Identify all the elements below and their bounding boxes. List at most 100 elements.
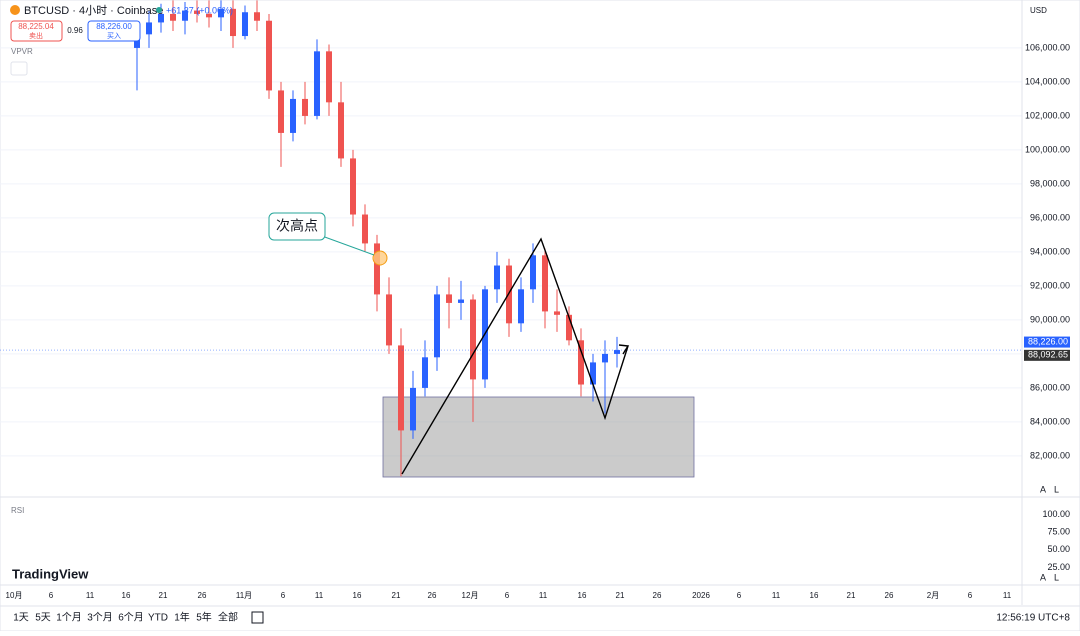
candle-body [326,51,332,103]
y-tick-label: 104,000.00 [1025,76,1070,86]
x-tick-label: 16 [810,591,819,600]
toolbar: 1天 5天 1个月 3个月 6个月 YTD 1年 5年 全部 [13,611,264,624]
status-dot [156,7,162,13]
logo[interactable]: TradingView [12,566,89,581]
sell-price: 88,225.04 [18,22,54,31]
rsi-tick-label: 50.00 [1047,544,1070,554]
y-tick-label: 98,000.00 [1030,178,1070,188]
x-tick-label: 6 [737,591,742,600]
candle-body [278,90,284,133]
candle-body [254,12,260,21]
x-tick-label: 26 [653,591,662,600]
x-tick-label: 26 [428,591,437,600]
y-tick-label: 90,000.00 [1030,314,1070,324]
change: +61.37 (+0.06%) [166,5,233,15]
candle-body [530,255,536,290]
y-tick-label: 106,000.00 [1025,42,1070,52]
candle-body [170,13,176,21]
x-tick-label: 12月 [462,591,479,600]
buy-button[interactable] [87,20,141,42]
symbol[interactable]: BTCUSD · 4小时 · Coinbase [24,4,163,17]
x-tick-label: 2月 [927,591,939,600]
auto-button[interactable]: A [1040,572,1046,582]
x-tick-label: 6 [968,591,973,600]
range-button[interactable]: 5天 [35,613,51,624]
x-tick-label: 21 [616,591,625,600]
y-tick-label: 94,000.00 [1030,246,1070,256]
x-tick-label: 11 [772,591,781,600]
range-button[interactable]: 6个月 [118,612,144,624]
buy-price: 88,226.00 [96,22,132,31]
sell-button[interactable] [10,20,63,42]
candle-body [518,289,524,324]
candle-body [362,214,368,244]
candle-body [446,294,452,303]
candle-body [338,102,344,159]
x-tick-label: 10月 [6,591,23,600]
x-tick-label: 6 [49,591,54,600]
log-button[interactable]: L [1054,484,1059,494]
candle-body [374,243,380,295]
x-tick-label: 6 [505,591,510,600]
candle-body [590,362,596,385]
clock[interactable]: 12:56:19 UTC+8 [996,613,1070,624]
pattern-line[interactable] [401,237,629,475]
price-tag [1024,336,1070,348]
price-tag-label: 88,226.00 [1028,336,1068,346]
candle-body [182,10,188,21]
price-axis: 82,000.0084,000.0086,000.0088,000.0090,0… [1024,42,1070,572]
support-zone[interactable] [382,396,695,478]
range-button[interactable]: YTD [148,613,168,624]
callout-box[interactable] [268,212,326,241]
x-tick-label: 2026 [692,591,710,600]
range-button[interactable]: 1年 [174,611,190,624]
indicator[interactable]: VPVR [11,47,33,56]
x-tick-label: 11 [1003,591,1012,600]
candle-body [434,294,440,358]
price-tag-label: 88,092.65 [1028,350,1068,360]
x-tick-label: 16 [353,591,362,600]
rsi-label[interactable]: RSI [11,506,24,515]
candle-body [206,13,212,18]
btc-icon [10,5,20,15]
x-tick-label: 11月 [236,591,252,600]
candle-body [578,340,584,385]
candle-body [494,265,500,290]
candle-body [290,98,296,133]
range-button[interactable]: 全部 [218,611,238,624]
rsi-tick-label: 100.00 [1042,509,1070,519]
candle-body [470,299,476,380]
collapse-button[interactable] [10,61,28,76]
rsi-tick-label: 75.00 [1047,527,1070,537]
log-button[interactable]: L [1054,572,1059,582]
candle-body [230,8,236,37]
y-tick-label: 84,000.00 [1030,416,1070,426]
candle-body [350,158,356,215]
candle-body [386,294,392,346]
x-tick-label: 21 [159,591,168,600]
candle-body [146,22,152,35]
candle-body [566,314,572,341]
candle-body [458,299,464,303]
candle-body [218,8,224,18]
candle-body [194,10,200,14]
candle-body [302,98,308,116]
candle-body [554,311,560,315]
range-button[interactable]: 1天 [13,613,29,624]
callout-pointer [321,235,375,256]
range-button[interactable]: 5年 [196,611,212,624]
range-button[interactable]: 3个月 [87,612,113,624]
compare-icon[interactable] [251,611,264,624]
y-tick-label: 92,000.00 [1030,280,1070,290]
y-tick-label: 86,000.00 [1030,382,1070,392]
currency[interactable]: USD [1030,6,1047,15]
x-tick-label: 21 [392,591,401,600]
x-tick-label: 21 [847,591,856,600]
callout-text: 次高点 [276,218,318,234]
auto-button[interactable]: A [1040,484,1046,494]
range-button[interactable]: 1个月 [56,612,82,624]
spread: 0.96 [67,26,83,35]
y-tick-label: 102,000.00 [1025,110,1070,120]
